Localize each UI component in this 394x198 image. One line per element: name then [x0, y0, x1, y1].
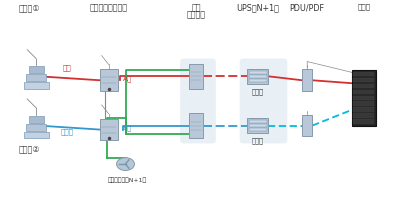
FancyBboxPatch shape	[302, 69, 312, 91]
Text: 受電設備: 受電設備	[186, 10, 206, 19]
FancyBboxPatch shape	[249, 120, 266, 123]
Text: 自家発電機（N+1）: 自家発電機（N+1）	[108, 178, 147, 184]
FancyBboxPatch shape	[352, 70, 376, 126]
FancyBboxPatch shape	[26, 124, 46, 130]
FancyBboxPatch shape	[249, 71, 266, 74]
FancyBboxPatch shape	[353, 90, 374, 94]
FancyBboxPatch shape	[353, 72, 374, 76]
Text: 変電所①: 変電所①	[19, 3, 40, 12]
Text: 待機系: 待機系	[252, 137, 264, 144]
FancyBboxPatch shape	[29, 67, 44, 73]
FancyBboxPatch shape	[353, 101, 374, 106]
Text: 常用系: 常用系	[252, 88, 264, 95]
Text: A系: A系	[123, 75, 132, 82]
FancyBboxPatch shape	[353, 78, 374, 82]
Ellipse shape	[117, 158, 134, 170]
FancyBboxPatch shape	[247, 118, 268, 133]
FancyBboxPatch shape	[353, 96, 374, 100]
FancyBboxPatch shape	[249, 75, 266, 78]
FancyBboxPatch shape	[24, 82, 48, 89]
Text: ラック: ラック	[357, 3, 370, 10]
FancyBboxPatch shape	[100, 69, 117, 91]
FancyBboxPatch shape	[24, 131, 48, 138]
FancyBboxPatch shape	[189, 113, 203, 138]
FancyBboxPatch shape	[302, 115, 312, 136]
Text: 高圧: 高圧	[191, 3, 201, 12]
Text: 本線: 本線	[63, 65, 71, 71]
FancyBboxPatch shape	[353, 119, 374, 124]
Text: B系: B系	[123, 124, 132, 131]
FancyBboxPatch shape	[249, 124, 266, 127]
FancyBboxPatch shape	[247, 69, 268, 84]
FancyBboxPatch shape	[180, 59, 216, 143]
FancyBboxPatch shape	[29, 116, 44, 123]
FancyBboxPatch shape	[249, 79, 266, 82]
FancyBboxPatch shape	[353, 113, 374, 118]
Text: 特別高圧受電設備: 特別高圧受電設備	[89, 3, 128, 12]
FancyBboxPatch shape	[26, 74, 46, 81]
Text: PDU/PDF: PDU/PDF	[290, 3, 325, 12]
FancyBboxPatch shape	[240, 59, 287, 143]
FancyBboxPatch shape	[100, 119, 117, 140]
Text: UPS（N+1）: UPS（N+1）	[236, 3, 279, 12]
FancyBboxPatch shape	[189, 64, 203, 89]
Text: 変電所②: 変電所②	[19, 145, 40, 154]
FancyBboxPatch shape	[249, 128, 266, 131]
FancyBboxPatch shape	[353, 107, 374, 112]
FancyBboxPatch shape	[353, 84, 374, 88]
Text: 予備線: 予備線	[60, 129, 74, 135]
